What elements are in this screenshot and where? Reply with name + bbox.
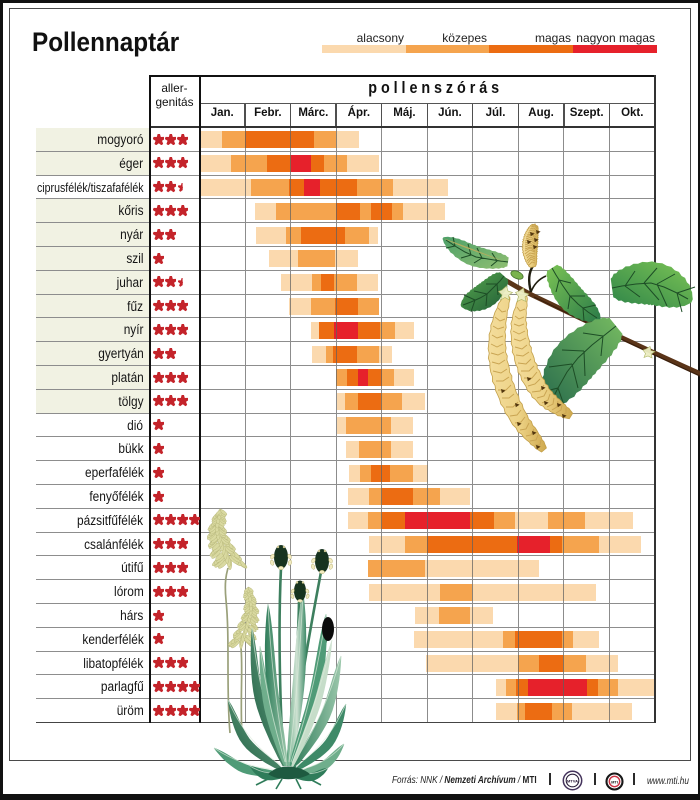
- svg-text:MTI: MTI: [611, 780, 618, 784]
- svg-text:MTVA: MTVA: [567, 779, 578, 784]
